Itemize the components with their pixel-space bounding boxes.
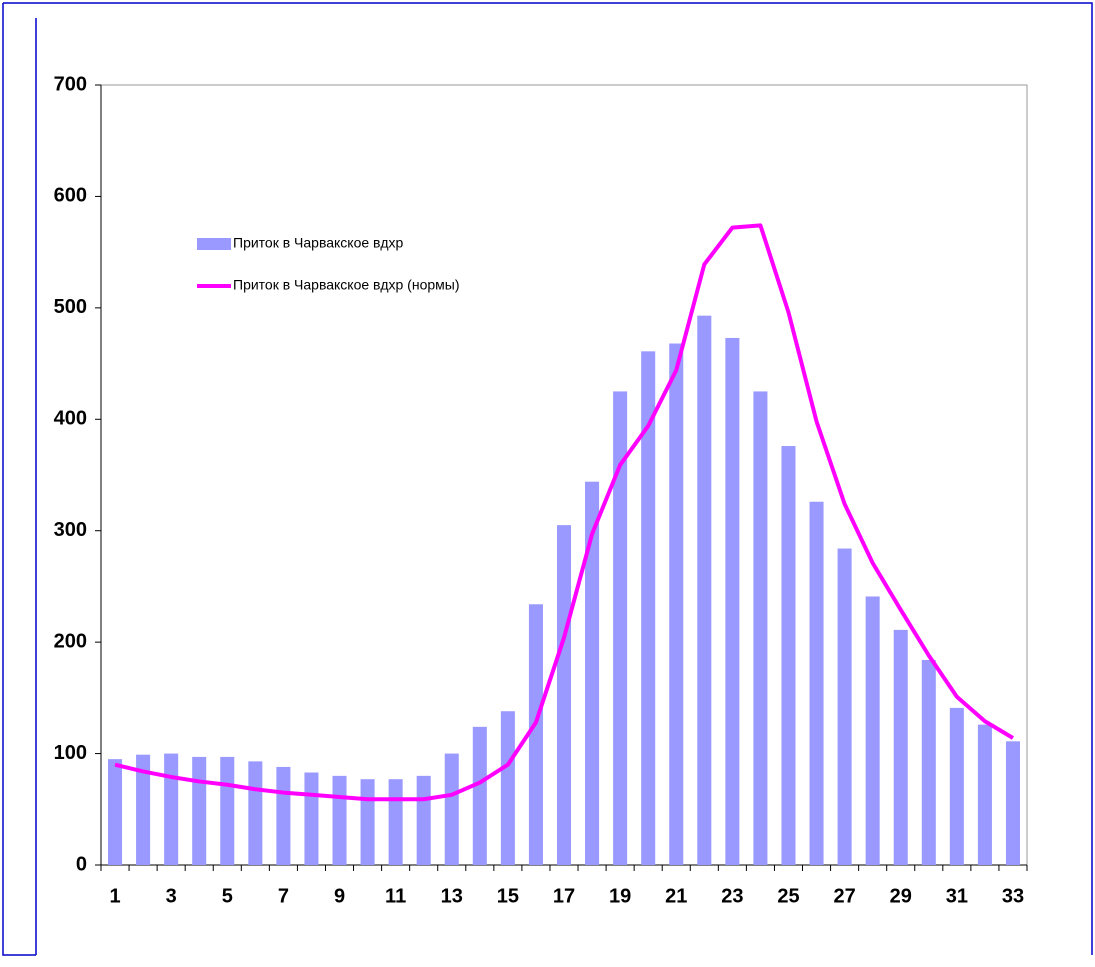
legend-label: Приток в Чарвакское вдхр (нормы)	[233, 277, 460, 293]
bar	[192, 756, 207, 865]
bar	[865, 596, 880, 865]
bar	[781, 446, 796, 865]
x-tick-label: 3	[166, 885, 177, 907]
x-tick-label: 19	[609, 885, 631, 907]
bar	[725, 337, 740, 865]
bar	[837, 548, 852, 865]
bar	[809, 501, 824, 865]
bar	[641, 351, 656, 865]
bar	[360, 779, 375, 865]
bar	[472, 726, 487, 865]
x-tick-label: 15	[497, 885, 519, 907]
y-tick-label: 400	[54, 408, 87, 430]
bar	[1005, 741, 1020, 865]
bar	[753, 391, 768, 865]
bar	[332, 775, 347, 865]
bar	[108, 759, 123, 865]
bar	[164, 753, 179, 865]
bar	[388, 779, 403, 865]
bar	[697, 315, 712, 866]
bar	[613, 391, 628, 865]
x-tick-label: 13	[441, 885, 463, 907]
x-tick-label: 17	[553, 885, 575, 907]
bar	[500, 711, 515, 865]
x-tick-label: 9	[334, 885, 345, 907]
y-tick-label: 200	[54, 630, 87, 652]
x-tick-label: 29	[890, 885, 912, 907]
y-tick-label: 0	[76, 853, 87, 875]
x-tick-label: 33	[1002, 885, 1024, 907]
bar	[444, 753, 459, 865]
x-tick-label: 21	[665, 885, 687, 907]
legend-label: Приток в Чарвакское вдхр	[233, 235, 403, 251]
bar	[220, 756, 235, 865]
bar	[921, 659, 936, 865]
plot-border	[101, 84, 1028, 865]
bar	[556, 525, 572, 865]
y-tick-label: 600	[54, 185, 87, 207]
y-tick-label: 100	[54, 742, 87, 764]
bar	[528, 604, 543, 865]
line	[114, 223, 1014, 802]
x-tick-label: 7	[278, 885, 289, 907]
x-tick-label: 5	[222, 885, 233, 907]
bar	[276, 766, 291, 865]
x-tick-label: 23	[721, 885, 743, 907]
x-tick-label: 27	[833, 885, 855, 907]
y-tick-label: 700	[54, 73, 87, 95]
x-tick-label: 1	[109, 885, 120, 907]
bar	[304, 772, 319, 865]
y-tick-label: 300	[54, 519, 87, 541]
bar	[669, 343, 684, 865]
x-tick-label: 11	[385, 885, 406, 907]
bar	[893, 629, 908, 865]
x-tick-label: 25	[777, 885, 799, 907]
bar	[949, 707, 964, 865]
bar	[136, 754, 151, 865]
legend-key	[197, 238, 231, 250]
bar	[585, 481, 600, 865]
bar	[977, 724, 992, 865]
bar	[416, 775, 431, 865]
bar	[248, 761, 263, 865]
y-tick-label: 500	[54, 296, 87, 318]
x-tick-label: 31	[946, 885, 968, 907]
